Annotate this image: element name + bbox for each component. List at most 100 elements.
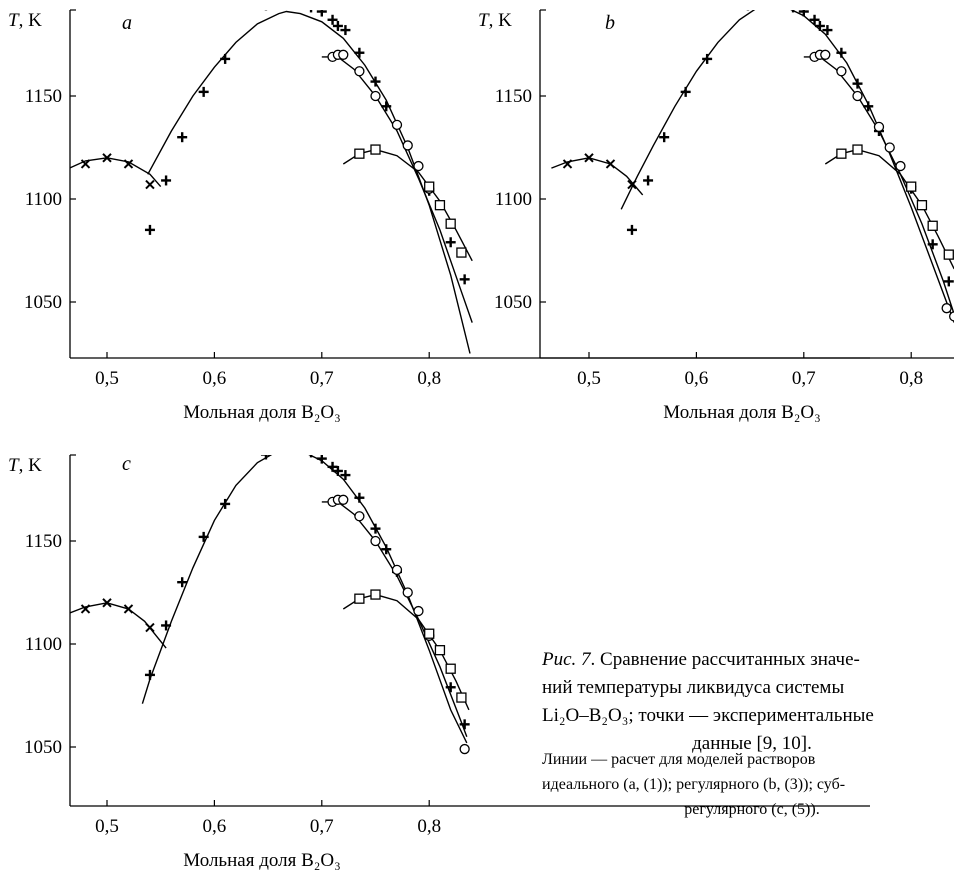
data-point-plus	[316, 10, 327, 17]
data-point-plus	[626, 224, 637, 235]
x-tick-label: 0,8	[899, 368, 923, 389]
data-point-plus	[680, 86, 691, 97]
data-point-plus	[791, 10, 795, 13]
data-point-square	[836, 148, 847, 159]
data-point-circle	[402, 587, 413, 598]
y-tick-label: 1100	[25, 189, 62, 210]
panel-b-chart	[551, 10, 954, 323]
data-point-cross	[584, 153, 594, 163]
data-point-plus	[332, 465, 343, 476]
caption-text-3: Li₂O–B₂O₃; точки — экспериментальные	[542, 705, 874, 726]
data-point-plus	[198, 531, 209, 542]
data-point-plus	[943, 276, 954, 287]
data-point-square	[424, 628, 435, 639]
note-text-2: идеального (a, (1)); регулярного (b, (3)…	[542, 776, 846, 793]
data-point-square	[370, 144, 381, 155]
data-point-circle	[820, 49, 831, 60]
data-point-plus	[863, 101, 874, 112]
data-point-plus	[281, 0, 291, 8]
data-point-plus	[459, 719, 470, 730]
note-text-1: Линии — расчет для моделей растворов	[542, 751, 816, 768]
data-point-plus	[746, 10, 750, 11]
caption-fig-label: Рис. 7	[542, 649, 591, 670]
y-axis-label: T, K	[8, 10, 42, 31]
x-tick-label: 0,7	[310, 816, 334, 837]
data-point-plus	[161, 175, 172, 186]
data-point-plus	[822, 25, 833, 36]
data-point-plus	[309, 455, 313, 458]
y-tick-label: 1050	[494, 292, 532, 313]
data-point-circle	[459, 743, 470, 755]
data-point-circle	[884, 142, 895, 153]
x-tick-label: 0,6	[685, 368, 709, 389]
data-point-cross	[123, 604, 134, 614]
data-point-plus	[381, 544, 392, 555]
data-point-plus	[260, 455, 271, 460]
data-point-circle	[402, 140, 413, 151]
data-point-plus	[177, 577, 188, 588]
data-point-plus	[927, 239, 938, 250]
data-point-square	[434, 200, 446, 211]
data-point-plus	[702, 53, 713, 64]
x-tick-label: 0,6	[203, 368, 227, 389]
data-point-plus	[316, 455, 327, 464]
model-curve	[321, 56, 473, 323]
data-point-plus	[327, 461, 338, 472]
data-point-circle	[413, 160, 424, 172]
data-point-square	[445, 218, 456, 229]
data-point-plus	[354, 492, 365, 503]
panel-a-chart	[70, 0, 473, 354]
caption-text-4: данные [9, 10].	[692, 733, 812, 754]
y-axis-label: T, K	[8, 455, 42, 476]
model-curve	[141, 455, 468, 744]
data-point-plus	[340, 470, 351, 481]
data-point-plus	[327, 14, 338, 25]
x-tick-label: 0,7	[310, 368, 334, 389]
y-tick-label: 1100	[25, 634, 62, 655]
x-axis-label: Мольная доля B₂O₃	[183, 402, 340, 423]
data-point-plus	[161, 620, 172, 631]
x-tick-label: 0,5	[577, 368, 601, 389]
data-point-square	[370, 589, 381, 600]
data-point-cross	[102, 598, 112, 608]
data-point-circle	[413, 605, 424, 617]
data-point-plus	[836, 47, 847, 58]
data-point-plus	[340, 25, 351, 36]
data-point-cross	[562, 159, 573, 169]
data-point-circle	[895, 160, 906, 172]
x-tick-label: 0,8	[417, 816, 441, 837]
data-point-cross	[145, 179, 155, 190]
data-point-plus	[852, 78, 863, 89]
data-point-plus	[809, 14, 820, 25]
data-point-circle	[873, 121, 885, 133]
data-point-square	[852, 144, 863, 155]
data-point-plus	[445, 682, 456, 693]
panel-c-chart	[70, 455, 470, 755]
data-point-plus	[354, 47, 365, 58]
data-point-square	[916, 200, 928, 211]
data-point-cross	[80, 604, 91, 614]
data-point-plus	[643, 175, 654, 186]
data-point-circle	[354, 511, 365, 522]
data-point-plus	[459, 274, 470, 285]
data-point-plus	[144, 224, 155, 235]
data-point-cross	[605, 159, 616, 169]
panel-letter: b	[605, 12, 615, 34]
y-tick-label: 1100	[495, 189, 532, 210]
x-tick-label: 0,6	[203, 816, 227, 837]
data-point-cross	[145, 622, 155, 633]
model-curve	[342, 148, 473, 262]
data-point-plus	[381, 101, 392, 112]
data-point-plus	[370, 76, 381, 87]
y-tick-label: 1150	[495, 86, 532, 107]
data-point-square	[456, 692, 467, 703]
x-tick-label: 0,7	[792, 368, 816, 389]
note-text-3: регулярного (c, (5)).	[684, 801, 820, 818]
data-point-square	[927, 220, 938, 231]
model-curve	[321, 501, 468, 737]
model-curve	[551, 157, 644, 196]
data-point-circle	[391, 564, 403, 575]
data-point-cross	[627, 179, 637, 190]
x-axis-label: Мольная доля B₂O₃	[183, 850, 340, 871]
